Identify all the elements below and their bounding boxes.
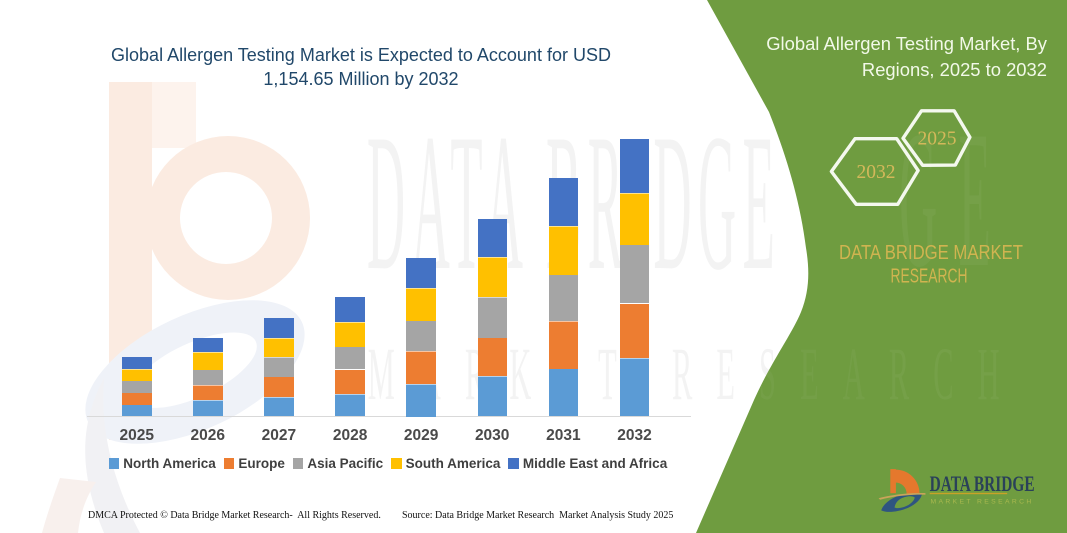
svg-text:DATA BRIDGE MARKET: DATA BRIDGE MARKET [839, 242, 1023, 264]
svg-text:DATA BRIDGE: DATA BRIDGE [930, 472, 1035, 496]
svg-text:RESEARCH: RESEARCH [891, 265, 968, 287]
svg-text:MARKET RESEARCH: MARKET RESEARCH [931, 498, 1034, 505]
svg-text:2032: 2032 [857, 162, 896, 183]
svg-text:2025: 2025 [918, 129, 957, 150]
